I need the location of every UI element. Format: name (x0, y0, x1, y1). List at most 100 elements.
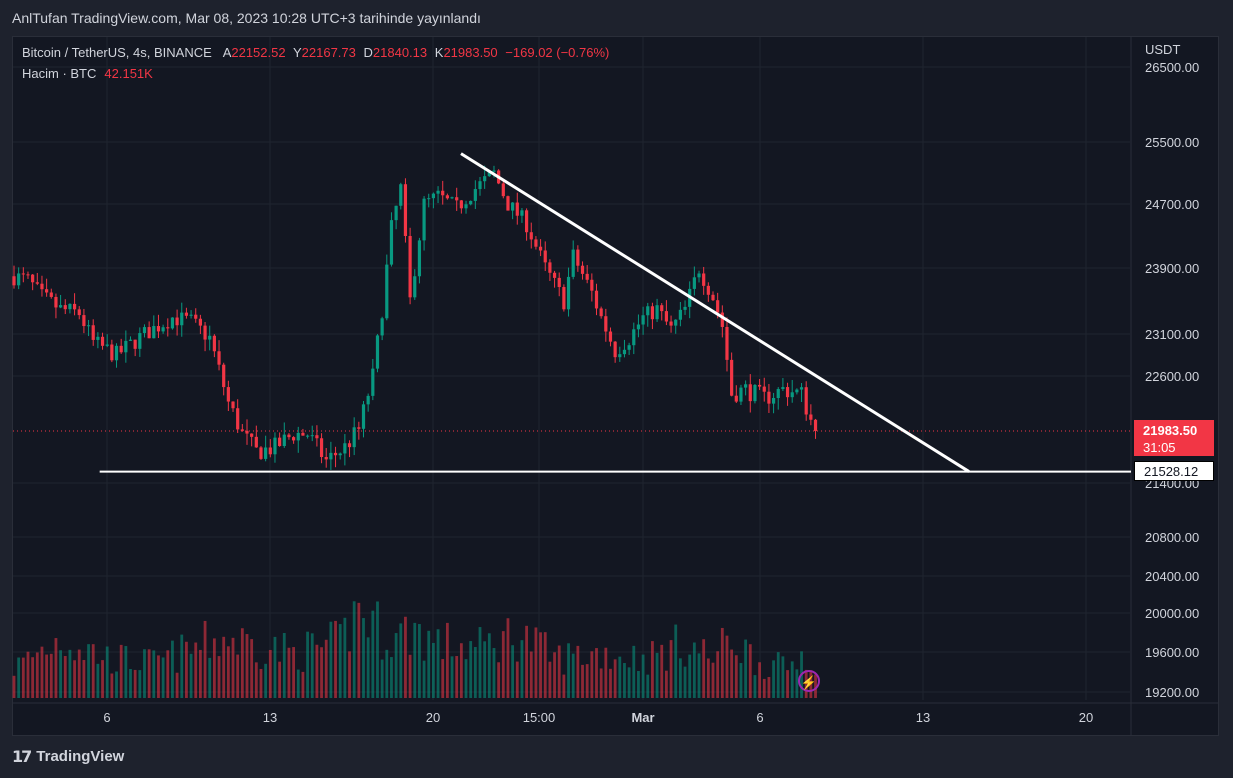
volume-bar (157, 655, 160, 698)
candle-body (515, 202, 519, 216)
volume-bar (119, 644, 123, 698)
volume-bar (413, 622, 417, 698)
legend-high-label: Y (292, 45, 302, 60)
legend-open: 22152.52 (231, 45, 286, 60)
volume-bar (68, 649, 72, 698)
volume-bar (730, 649, 734, 698)
volume-bar (77, 649, 81, 698)
legend-volume: Hacim · BTC 42.151K (22, 66, 157, 81)
candle-body (562, 287, 566, 310)
volume-bar (492, 648, 496, 698)
legend-high: 22167.73 (301, 45, 356, 60)
candle-body (548, 262, 552, 273)
publisher-line: AnlTufan TradingView.com, Mar 08, 2023 1… (12, 10, 481, 26)
volume-bar (758, 662, 761, 698)
volume-bar (459, 643, 463, 698)
volume-bar (511, 645, 515, 698)
lightning-icon[interactable]: ⚡ (798, 670, 820, 692)
legend-symbol[interactable]: Bitcoin / TetherUS, 4s, BINANCE (22, 45, 212, 60)
volume-bar (604, 647, 608, 698)
support-line-price-tag: 21528.12 (1134, 461, 1214, 481)
candle-body (716, 300, 720, 313)
candle-body (347, 443, 352, 448)
tradingview-watermark[interactable]: 17 TradingView (12, 747, 124, 766)
volume-bar (105, 646, 109, 698)
candle-body (566, 276, 571, 310)
y-tick-label: 20800.00 (1145, 530, 1199, 545)
legend-volume-label[interactable]: Hacim · BTC (22, 66, 97, 81)
volume-bar (143, 649, 146, 698)
candle-body (231, 401, 235, 409)
volume-bar (31, 657, 35, 698)
bar-countdown: 31:05 (1143, 440, 1176, 455)
candle-body (543, 250, 547, 263)
volume-bar (473, 647, 477, 698)
volume-bar (585, 664, 589, 698)
candle-body (655, 305, 659, 320)
volume-bar (110, 673, 114, 698)
candle-body (189, 314, 193, 316)
candle-body (608, 331, 613, 342)
y-tick-label: 19200.00 (1145, 685, 1199, 700)
volume-bar (226, 646, 230, 698)
volume-bar (692, 642, 696, 698)
volume-bar (711, 662, 715, 698)
y-tick-label: 20000.00 (1145, 606, 1199, 621)
candle-body (82, 315, 86, 327)
volume-bar (63, 656, 67, 698)
volume-bar (404, 616, 407, 698)
volume-bar (259, 668, 263, 698)
legend-close-label: K (434, 45, 444, 60)
candle-body (697, 273, 701, 278)
volume-bar (660, 644, 664, 698)
legend-volume-value: 42.151K (104, 66, 153, 81)
volume-bar (781, 656, 785, 698)
volume-bar (772, 660, 775, 698)
volume-bar (175, 672, 179, 698)
currency-label[interactable]: USDT (1145, 42, 1181, 57)
x-tick-label: 20 (1079, 710, 1093, 725)
legend-open-label: A (222, 45, 232, 60)
candle-body (599, 308, 603, 317)
volume-bar (199, 649, 202, 698)
candle-body (198, 318, 202, 326)
y-tick-label: 25500.00 (1145, 135, 1199, 150)
volume-bar (129, 668, 132, 698)
candle-body (422, 198, 426, 241)
candle-body (319, 438, 324, 458)
candle-body (152, 326, 156, 339)
volume-bar (264, 663, 268, 698)
candle-body (264, 447, 268, 459)
candle-body (744, 384, 748, 388)
candle-body (557, 277, 561, 288)
candle-body (142, 327, 147, 334)
volume-bar (720, 627, 724, 698)
candle-body (375, 335, 380, 369)
volume-bar (282, 632, 286, 698)
grid (13, 37, 1218, 735)
volume-bar (236, 654, 240, 698)
volume-bar (669, 640, 673, 698)
chart-pane[interactable] (12, 36, 1219, 736)
volume-bar (632, 645, 636, 698)
volume-bar (697, 653, 701, 698)
candle-body (361, 404, 366, 429)
volume-bar (171, 640, 174, 698)
volume-bars (12, 601, 817, 698)
volume-bar (217, 656, 221, 698)
candle-body (110, 344, 114, 361)
volume-bar (744, 639, 748, 698)
candle-body (711, 294, 715, 301)
candle-body (222, 364, 226, 388)
candle-body (618, 354, 622, 358)
volume-bar (408, 654, 412, 698)
candle-body (552, 272, 557, 278)
candle-body (678, 309, 682, 320)
candle-body (739, 387, 743, 402)
candle-body (692, 277, 696, 289)
candle-body (371, 368, 375, 396)
candle-body (212, 335, 216, 352)
volume-bar (152, 650, 156, 698)
volume-bar (96, 663, 100, 698)
